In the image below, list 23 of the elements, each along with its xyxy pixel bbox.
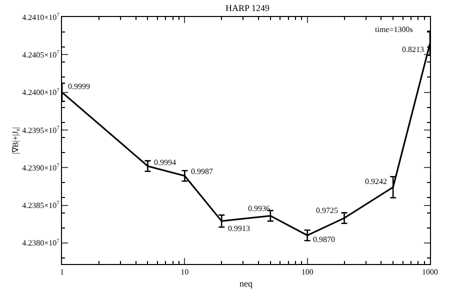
y-tick-label: 4.2380×10$^{7}$ [22, 238, 60, 248]
annotation: 0.9725 [316, 206, 338, 215]
annotation: 0.8213 [402, 45, 424, 54]
chart-title: HARP 1249 [226, 2, 270, 13]
annotation: 0.9870 [313, 235, 335, 244]
annotation: time=1300s [375, 25, 413, 34]
annotation: 0.9999 [68, 82, 90, 91]
x-tick-label: 1 [60, 268, 64, 277]
annotation: 0.9936 [248, 204, 270, 213]
x-axis-title: neq [240, 278, 253, 288]
x-tick-label: 1000 [422, 268, 438, 277]
y-tick-label: 4.2405×10$^{7}$ [22, 50, 60, 60]
y-tick-label: 4.2410×10$^{7}$ [22, 12, 60, 22]
y-tick-label: 4.2390×10$^{7}$ [22, 163, 60, 172]
y-tick-label: 4.2395×10$^{7}$ [22, 125, 60, 135]
annotation: 0.9913 [228, 224, 250, 233]
x-tick-label: 10 [180, 268, 189, 277]
annotation: 0.9987 [191, 167, 213, 176]
annotation: 0.9242 [365, 177, 387, 186]
x-tick-label: 100 [301, 268, 314, 277]
y-tick-label: 4.2400×10$^{7}$ [22, 88, 60, 98]
y-tick-label: 4.2385×10$^{7}$ [22, 200, 60, 210]
annotation: 0.9994 [154, 158, 176, 167]
